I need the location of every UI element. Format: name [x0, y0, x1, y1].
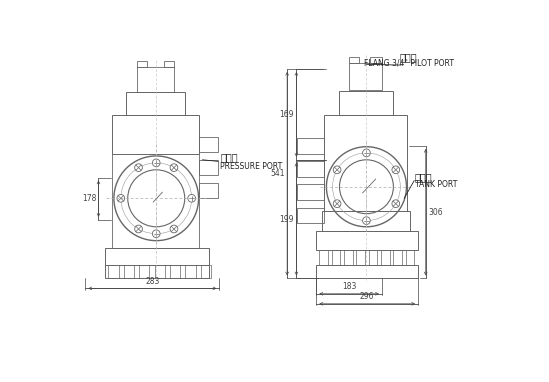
Text: 引導孔: 引導孔: [400, 52, 418, 62]
Bar: [316, 265, 418, 278]
Text: 169: 169: [279, 110, 294, 119]
Circle shape: [153, 159, 160, 167]
Bar: [199, 160, 218, 175]
Circle shape: [117, 194, 125, 202]
Bar: [297, 161, 324, 177]
Text: 183: 183: [342, 282, 356, 291]
Bar: [170, 265, 180, 278]
Text: 283: 283: [145, 277, 160, 286]
Bar: [349, 63, 382, 91]
Bar: [199, 137, 218, 152]
Text: 回油口: 回油口: [415, 172, 433, 182]
Circle shape: [333, 200, 341, 207]
Bar: [105, 265, 209, 278]
Circle shape: [153, 230, 160, 238]
Bar: [320, 250, 328, 265]
Circle shape: [333, 166, 341, 174]
Text: 199: 199: [279, 215, 294, 223]
Circle shape: [392, 166, 400, 174]
Bar: [344, 250, 352, 265]
Bar: [349, 57, 358, 63]
Circle shape: [170, 164, 178, 172]
Circle shape: [170, 225, 178, 233]
Bar: [370, 57, 382, 63]
Text: 壓力口: 壓力口: [220, 152, 238, 162]
Bar: [322, 211, 410, 231]
Bar: [339, 91, 394, 115]
Circle shape: [188, 194, 195, 202]
Text: 296: 296: [360, 293, 374, 301]
Bar: [324, 115, 407, 211]
Bar: [316, 231, 418, 250]
Bar: [297, 207, 324, 223]
Bar: [124, 265, 134, 278]
Text: FLANG 3/4" PILOT PORT: FLANG 3/4" PILOT PORT: [364, 58, 454, 67]
Bar: [297, 138, 324, 154]
Bar: [155, 265, 165, 278]
Bar: [199, 183, 218, 198]
Bar: [394, 250, 402, 265]
Bar: [113, 115, 199, 154]
Bar: [369, 250, 377, 265]
Text: 541: 541: [270, 169, 285, 178]
Circle shape: [392, 200, 400, 207]
Text: 306: 306: [428, 208, 442, 217]
Circle shape: [362, 149, 370, 157]
Bar: [137, 67, 174, 92]
Text: PRESSURE PORT: PRESSURE PORT: [220, 162, 282, 171]
Bar: [201, 265, 211, 278]
Bar: [406, 250, 414, 265]
Bar: [356, 250, 365, 265]
Bar: [381, 250, 390, 265]
Text: 178: 178: [82, 194, 96, 203]
Text: TANK PORT: TANK PORT: [415, 180, 457, 189]
Bar: [186, 265, 195, 278]
Circle shape: [135, 164, 142, 172]
Circle shape: [362, 217, 370, 225]
Bar: [126, 92, 186, 115]
Bar: [164, 61, 174, 67]
Bar: [297, 185, 324, 200]
Circle shape: [135, 225, 142, 233]
Bar: [139, 265, 149, 278]
Bar: [109, 265, 119, 278]
Bar: [105, 248, 209, 265]
Bar: [137, 61, 147, 67]
Bar: [332, 250, 340, 265]
